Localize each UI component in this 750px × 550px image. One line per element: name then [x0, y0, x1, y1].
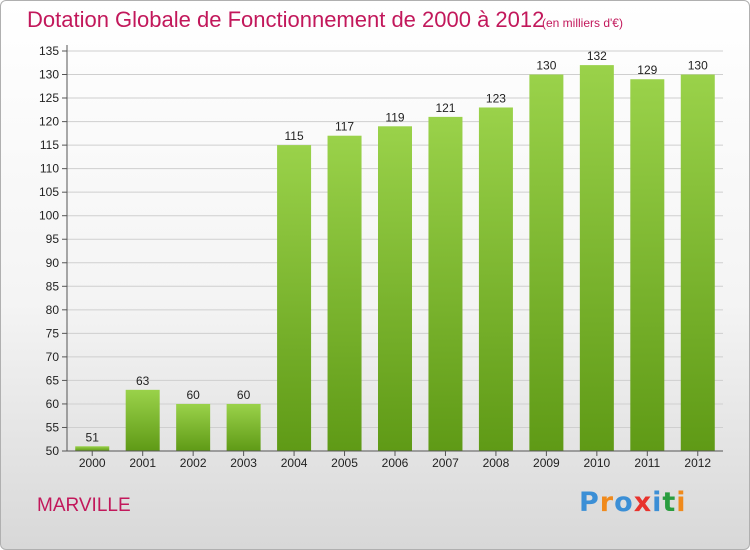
- bar-2011: [630, 79, 665, 451]
- logo-letter: i: [652, 487, 663, 518]
- x-tick-label-2012: 2012: [684, 456, 711, 470]
- data-label-2000: 51: [86, 430, 100, 444]
- x-tick-label-2011: 2011: [634, 456, 660, 470]
- y-tick-label: 50: [46, 444, 60, 458]
- y-tick-label: 75: [46, 326, 60, 340]
- y-tick-label: 65: [46, 373, 60, 387]
- data-label-2001: 63: [136, 374, 150, 388]
- bar-2004: [277, 145, 312, 451]
- y-tick-label: 130: [39, 68, 59, 82]
- y-tick-label: 125: [39, 91, 59, 105]
- bar-2005: [327, 135, 362, 452]
- bar-2006: [378, 126, 412, 451]
- x-tick-label-2010: 2010: [583, 456, 610, 470]
- city-name: MARVILLE: [37, 495, 131, 516]
- bar-2002: [176, 403, 211, 451]
- data-label-2010: 132: [587, 49, 607, 63]
- logo-letter: o: [614, 487, 634, 518]
- x-tick-label-2006: 2006: [382, 456, 409, 470]
- data-label-2006: 119: [385, 110, 404, 124]
- bar-2003: [226, 403, 261, 451]
- y-tick-label: 90: [46, 256, 60, 270]
- y-tick-label: 110: [40, 162, 59, 176]
- bar-2008: [478, 107, 513, 452]
- y-tick-label: 60: [46, 397, 60, 411]
- x-tick-label-2007: 2007: [432, 456, 459, 470]
- y-tick-label: 120: [39, 115, 59, 129]
- y-tick-label: 95: [46, 232, 60, 246]
- proxiti-logo[interactable]: Proxiti: [579, 487, 687, 518]
- x-tick-label-2008: 2008: [483, 456, 510, 470]
- y-tick-label: 55: [46, 420, 60, 434]
- y-tick-label: 135: [39, 44, 59, 58]
- bar-2000: [75, 446, 110, 451]
- logo-letter: t: [662, 487, 677, 518]
- data-label-2004: 115: [285, 129, 304, 143]
- y-tick-label: 105: [39, 185, 59, 199]
- x-tick-label-2009: 2009: [533, 456, 560, 470]
- y-tick-label: 85: [46, 279, 60, 293]
- chart-unit-note: (en milliers d'€): [542, 16, 623, 30]
- x-tick-label-2001: 2001: [129, 456, 156, 470]
- y-tick-label: 70: [46, 350, 60, 364]
- logo-letter: i: [676, 487, 687, 518]
- data-label-2003: 60: [237, 388, 251, 402]
- y-tick-label: 80: [46, 303, 60, 317]
- logo-letter: r: [599, 487, 615, 518]
- x-tick-label-2003: 2003: [230, 456, 257, 470]
- chart-title: Dotation Globale de Fonctionnement de 20…: [27, 7, 545, 32]
- bar-2001: [125, 389, 160, 451]
- data-label-2002: 60: [186, 388, 200, 402]
- x-tick-label-2004: 2004: [281, 456, 308, 470]
- data-label-2008: 123: [486, 91, 506, 105]
- y-tick-label: 100: [39, 209, 59, 223]
- logo-letter: P: [579, 487, 600, 518]
- logo-letter: x: [633, 487, 653, 518]
- x-tick-label-2005: 2005: [331, 456, 358, 470]
- data-label-2009: 130: [536, 59, 556, 73]
- data-label-2007: 121: [435, 101, 455, 115]
- bar-2009: [529, 74, 564, 451]
- bar-2007: [428, 116, 463, 451]
- bar-2012: [680, 74, 715, 451]
- bar-2010: [579, 65, 614, 451]
- data-label-2011: 129: [637, 63, 657, 77]
- data-label-2005: 117: [335, 120, 354, 134]
- y-tick-label: 115: [40, 138, 59, 152]
- x-tick-label-2000: 2000: [79, 456, 106, 470]
- data-label-2012: 130: [688, 59, 708, 73]
- x-tick-label-2002: 2002: [180, 456, 207, 470]
